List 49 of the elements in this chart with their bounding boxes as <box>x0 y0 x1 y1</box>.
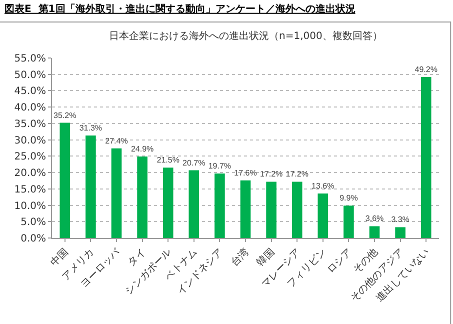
x-tick-label: 中国 <box>48 246 71 269</box>
bar <box>188 170 200 238</box>
y-tick-label: 10.0% <box>14 200 46 212</box>
data-label: 19.7% <box>208 162 232 171</box>
data-label: 9.9% <box>340 194 358 203</box>
bar <box>240 180 251 238</box>
data-label: 35.2% <box>54 110 76 120</box>
data-label: 27.4% <box>105 136 128 146</box>
data-label: 31.3% <box>79 124 102 133</box>
bar <box>292 182 302 238</box>
data-label: 13.6% <box>312 181 334 190</box>
bar <box>369 226 380 238</box>
data-label: 3.3% <box>391 215 410 224</box>
y-tick-label: 55.0% <box>14 54 46 64</box>
x-tick-label: 韓国 <box>254 246 277 269</box>
bar <box>86 136 96 238</box>
x-tick-label: 台湾 <box>228 246 252 269</box>
bar <box>395 227 406 238</box>
y-tick-label: 50.0% <box>14 70 46 81</box>
bar <box>162 168 174 238</box>
data-label: 3.6% <box>365 214 384 224</box>
y-tick-label: 0.0% <box>20 234 46 244</box>
data-label: 49.2% <box>414 64 438 74</box>
bar <box>214 174 225 238</box>
y-tick-label: 35.0% <box>14 118 46 130</box>
data-label: 17.6% <box>234 168 257 178</box>
data-label: 20.7% <box>182 158 206 168</box>
bar <box>344 206 354 238</box>
y-tick-label: 30.0% <box>14 135 46 146</box>
y-tick-label: 45.0% <box>14 86 46 98</box>
data-label: 17.2% <box>286 170 308 179</box>
x-tick-label: ロシア <box>325 246 354 276</box>
chart-title: 図表E 第1回「海外取引・進出に関する動向」アンケート／海外への進出状況 <box>4 2 356 15</box>
bar <box>60 122 70 238</box>
y-tick-label: 15.0% <box>14 184 46 196</box>
bar <box>137 156 148 238</box>
y-tick-label: 40.0% <box>14 102 46 114</box>
y-tick-label: 20.0% <box>14 168 46 180</box>
bar <box>111 148 122 238</box>
bar <box>420 76 432 238</box>
data-label: 17.2% <box>260 170 283 179</box>
y-tick-label: 5.0% <box>20 217 46 228</box>
y-tick-label: 25.0% <box>14 152 46 163</box>
bar <box>266 182 276 238</box>
x-tick-label: タイ <box>126 246 148 269</box>
data-label: 24.9% <box>130 144 154 154</box>
chart-subtitle: 日本企業における海外への進出状況（n=1,000、複数回答） <box>109 30 382 42</box>
bar <box>318 193 328 238</box>
data-label: 21.5% <box>156 156 180 165</box>
